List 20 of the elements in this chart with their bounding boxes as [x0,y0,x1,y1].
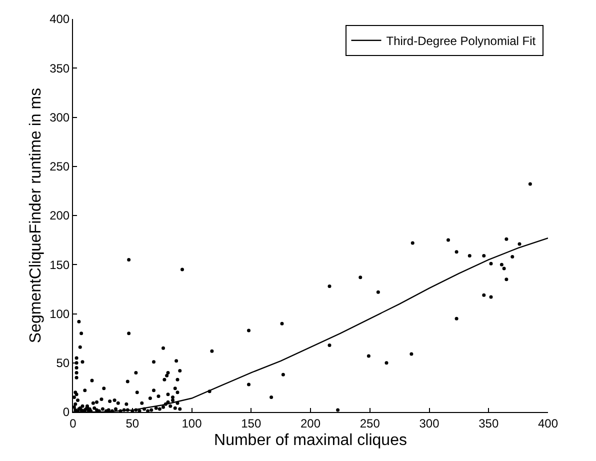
x-tick-label: 400 [538,416,558,430]
x-tick-label: 150 [241,416,262,430]
y-tick-label: 0 [62,405,70,420]
x-tick-label: 100 [182,416,202,430]
y-tick-label: 300 [50,110,70,124]
y-tick-label: 200 [50,208,70,223]
x-tick-label: 300 [419,416,440,430]
y-tick-label: 50 [56,356,70,370]
legend-label: Third-Degree Polynomial Fit [386,34,536,48]
x-tick-label: 50 [126,416,140,430]
x-axis-title: Number of maximal cliques [214,432,407,450]
y-axis-title: SegmentCliqueFinder runtime in ms [27,88,44,344]
y-tick-label: 400 [50,12,70,26]
y-tick-label: 250 [50,160,70,174]
x-tick-label: 350 [478,416,499,430]
x-tick-label: 250 [360,416,380,430]
y-tick-label: 100 [50,306,70,321]
y-tick-label: 350 [50,61,70,76]
y-tick-label: 150 [50,258,70,272]
x-tick-label: 200 [300,416,321,430]
